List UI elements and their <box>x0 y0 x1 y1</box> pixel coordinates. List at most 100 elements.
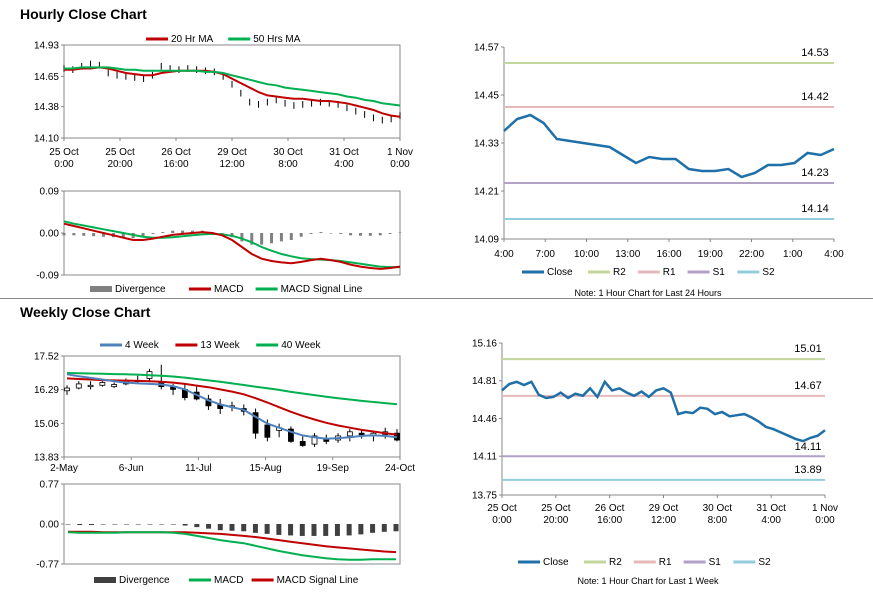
hourly-price-x-tick-label: 26 Oct <box>161 147 191 158</box>
weekly-macd-legend-label: Divergence <box>119 575 170 586</box>
weekly-macd-y-tick-label: 0.00 <box>40 520 60 531</box>
hourly-macd-legend-swatch <box>90 286 112 292</box>
weekly-price-x-tick-label: 11-Jul <box>185 463 212 474</box>
hourly-macd-y-tick-label: 0.09 <box>40 187 60 198</box>
weekly-pivot-x-tick-label: 0:00 <box>815 515 835 526</box>
hourly-pivot-legend-label: R1 <box>663 267 676 278</box>
weekly-pivot-y-tick-label: 14.46 <box>472 414 497 425</box>
weekly-price-y-tick-label: 15.06 <box>34 419 59 430</box>
hourly-price-x-tick-label: 8:00 <box>278 159 298 170</box>
weekly-pivot-x-tick-label: 8:00 <box>708 515 728 526</box>
weekly-divergence-bar <box>124 524 130 525</box>
weekly-ma13-line <box>66 377 398 436</box>
hourly-divergence-bar <box>319 232 323 233</box>
hourly-divergence-bar <box>368 233 372 236</box>
weekly-price-x-tick-label: 2-May <box>50 463 78 474</box>
weekly-candle-body <box>205 398 212 407</box>
weekly-ma40-line <box>66 372 398 406</box>
weekly-divergence-bar <box>288 524 294 536</box>
weekly-pivot-level-label: 14.11 <box>795 441 822 453</box>
weekly-divergence-bar <box>77 524 83 526</box>
weekly-price-x-tick-label: 15-Aug <box>249 463 281 474</box>
weekly-divergence-bar <box>206 524 212 529</box>
hourly-divergence-bar <box>378 233 382 236</box>
section-divider <box>0 298 873 299</box>
weekly-divergence-bar <box>264 524 270 534</box>
hourly-divergence-bar <box>398 232 402 234</box>
weekly-pivot-note: Note: 1 Hour Chart for Last 1 Week <box>578 576 719 586</box>
weekly-price-legend-label: 13 Week <box>200 340 240 351</box>
hourly-price-x-tick-label: 12:00 <box>219 159 244 170</box>
hourly-pivot-x-tick-label: 1:00 <box>783 249 803 260</box>
weekly-divergence-bar <box>299 524 305 536</box>
hourly-macd-legend-label: MACD <box>214 284 243 295</box>
hourly-divergence-bar <box>279 233 283 242</box>
weekly-candle-body <box>288 428 294 442</box>
hourly-macd-legend-label: MACD Signal Line <box>281 284 363 295</box>
weekly-pivot-x-tick-label: 1 Nov <box>812 503 838 514</box>
hourly-pivot-y-tick-label: 14.45 <box>474 91 499 102</box>
hourly-price-legend-label: 20 Hr MA <box>171 34 214 45</box>
hourly-pivot-y-tick-label: 14.57 <box>474 43 499 54</box>
hourly-price-x-tick-label: 25 Oct <box>49 147 79 158</box>
hourly-divergence-bar <box>141 233 145 237</box>
hourly-pivot-level-label: 14.23 <box>801 167 829 179</box>
weekly-candle-body <box>75 383 82 389</box>
weekly-pivot-x-tick-label: 30 Oct <box>703 503 733 514</box>
weekly-divergence-bar <box>370 524 376 533</box>
hourly-price-y-tick-label: 14.65 <box>34 72 59 83</box>
hourly-divergence-bar <box>82 233 86 236</box>
hourly-pivot-x-tick-label: 19:00 <box>698 249 723 260</box>
hourly-divergence-bar <box>358 233 362 236</box>
hourly-divergence-bar <box>329 233 333 234</box>
hourly-pivot-x-tick-label: 16:00 <box>656 249 681 260</box>
weekly-candle-body <box>111 384 118 388</box>
weekly-divergence-bar <box>393 524 399 532</box>
hourly-pivot-legend-label: R2 <box>613 267 626 278</box>
weekly-pivot-level-label: 14.67 <box>794 380 822 392</box>
hourly-price-x-tick-label: 20:00 <box>107 159 132 170</box>
hourly-divergence-bar <box>62 233 66 236</box>
weekly-divergence-bar <box>276 524 282 535</box>
weekly-divergence-bar <box>241 524 247 532</box>
weekly-macd-legend-swatch <box>94 577 116 583</box>
weekly-macd-y-tick-label: 0.77 <box>40 480 60 491</box>
weekly-divergence-bar <box>159 524 165 525</box>
weekly-price-x-tick-label: 24-Oct <box>385 463 415 474</box>
hourly-divergence-bar <box>121 233 125 238</box>
weekly-pivot-level-label: 13.89 <box>794 464 822 476</box>
weekly-pivot-x-tick-label: 29 Oct <box>649 503 679 514</box>
hourly-pivot-x-tick-label: 13:00 <box>615 249 640 260</box>
hourly-divergence-bar <box>299 233 303 237</box>
weekly-pivot-x-tick-label: 31 Oct <box>756 503 786 514</box>
weekly-candle-body <box>99 382 106 386</box>
weekly-divergence-bar <box>112 524 118 525</box>
hourly-price-x-tick-label: 1 Nov <box>387 147 413 158</box>
hourly-ma20-line <box>64 66 401 118</box>
plot-frame <box>63 355 401 458</box>
weekly-divergence-bar <box>135 524 141 525</box>
weekly-divergence-bar <box>217 524 223 531</box>
weekly-macd-legend-label: MACD Signal Line <box>277 575 359 586</box>
weekly-candle-body <box>311 435 318 445</box>
hourly-pivot-level-label: 14.53 <box>801 47 829 59</box>
weekly-divergence-bar <box>381 524 387 532</box>
weekly-pivot-x-tick-label: 26 Oct <box>595 503 625 514</box>
hourly-divergence-bar <box>339 233 343 234</box>
hourly-pivot-x-tick-label: 10:00 <box>574 249 599 260</box>
weekly-divergence-bar <box>194 524 200 528</box>
hourly-divergence-bar <box>289 233 293 240</box>
weekly-price-legend-label: 4 Week <box>125 340 160 351</box>
hourly-divergence-bar <box>309 233 313 234</box>
hourly-price-y-tick-label: 14.38 <box>34 102 59 113</box>
weekly-divergence-bar <box>229 524 235 531</box>
hourly-pivot-level-label: 14.42 <box>801 91 829 103</box>
weekly-pivot-y-tick-label: 13.75 <box>472 491 497 502</box>
hourly-pivot-x-tick-label: 4:00 <box>494 249 514 260</box>
weekly-price-y-tick-label: 16.29 <box>34 385 59 396</box>
weekly-pivot-legend-label: S2 <box>758 557 771 568</box>
weekly-pivot-x-tick-label: 16:00 <box>597 515 622 526</box>
weekly-candle-body <box>64 387 70 392</box>
weekly-divergence-bar <box>346 524 352 536</box>
